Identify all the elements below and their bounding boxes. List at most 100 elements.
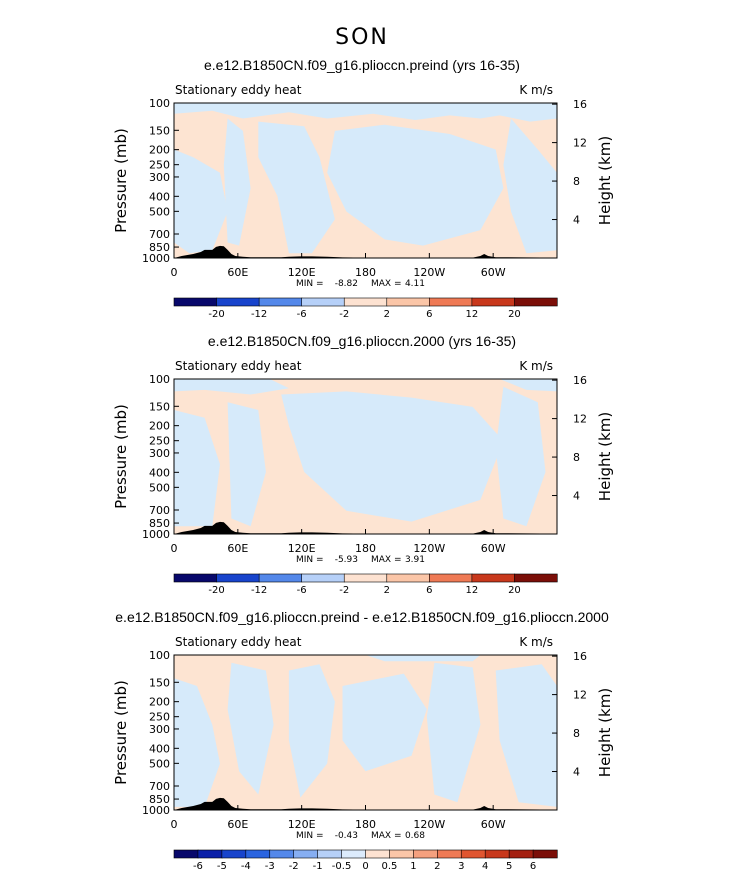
colorbar-label: -12 bbox=[251, 585, 267, 596]
x-tick-label: 120E bbox=[288, 818, 316, 831]
min-value: -0.43 bbox=[335, 831, 358, 841]
y-right-tick-label: 12 bbox=[573, 689, 587, 702]
colorbar-bin bbox=[413, 849, 438, 859]
field-region bbox=[227, 402, 266, 527]
colorbar-label: 12 bbox=[466, 309, 479, 320]
colorbar-bin bbox=[532, 849, 558, 859]
colorbar-bin bbox=[471, 573, 516, 583]
colorbar-label: -3 bbox=[265, 861, 275, 872]
left-label: Stationary eddy heat bbox=[175, 83, 302, 97]
field-region bbox=[174, 103, 557, 122]
field-region bbox=[327, 124, 504, 246]
colorbar-label: 1 bbox=[410, 861, 416, 872]
y-right-tick-label: 8 bbox=[573, 175, 580, 188]
field-region bbox=[342, 673, 427, 772]
field-region bbox=[503, 118, 557, 254]
y-tick-label: 500 bbox=[149, 481, 170, 494]
x-tick-label: 60W bbox=[481, 266, 506, 279]
colorbar-bin bbox=[301, 297, 345, 307]
colorbar-bin bbox=[514, 297, 558, 307]
field-region bbox=[365, 655, 481, 662]
min-value: -8.82 bbox=[335, 279, 358, 289]
colorbar-label: 2 bbox=[434, 861, 440, 872]
y-tick-label: 200 bbox=[149, 420, 170, 433]
y-tick-label: 1000 bbox=[142, 528, 170, 541]
colorbar-bin bbox=[508, 849, 534, 859]
y-tick-label: 700 bbox=[149, 780, 170, 793]
colorbar-label: -20 bbox=[208, 585, 224, 596]
colorbar-bin bbox=[429, 573, 473, 583]
colorbar-bin bbox=[484, 849, 510, 859]
left-label: Stationary eddy heat bbox=[175, 359, 302, 373]
y-tick-label: 700 bbox=[149, 228, 170, 241]
y-right-tick-label: 12 bbox=[573, 137, 587, 150]
colorbar-label: -2 bbox=[289, 861, 299, 872]
colorbar-bin bbox=[437, 849, 462, 859]
colorbar-bin bbox=[173, 297, 218, 307]
colorbar-label: -6 bbox=[297, 309, 307, 320]
chart-panel-2: e.e12.B1850CN.f09_g16.plioccn.2000 (yrs … bbox=[112, 333, 614, 596]
y-right-tick-label: 8 bbox=[573, 451, 580, 464]
y-right-tick-label: 8 bbox=[573, 727, 580, 740]
x-tick-label: 180 bbox=[355, 266, 376, 279]
x-tick-label: 120W bbox=[413, 542, 445, 555]
y-right-tick-label: 16 bbox=[573, 650, 587, 663]
colorbar-bin bbox=[343, 297, 388, 307]
colorbar-label: 0.5 bbox=[381, 861, 397, 872]
colorbar-bin bbox=[301, 573, 345, 583]
x-tick-label: 60E bbox=[227, 818, 248, 831]
colorbar-bin bbox=[221, 849, 247, 859]
colorbar-label: -1 bbox=[313, 861, 323, 872]
min-label: MIN = bbox=[296, 555, 324, 565]
y-tick-label: 150 bbox=[149, 124, 170, 137]
x-tick-label: 60W bbox=[481, 818, 506, 831]
chart-panel-3: e.e12.B1850CN.f09_g16.plioccn.preind - e… bbox=[112, 609, 614, 872]
colorbar-bin bbox=[460, 849, 486, 859]
x-tick-label: 60E bbox=[227, 266, 248, 279]
y-axis-label: Pressure (mb) bbox=[112, 128, 130, 233]
colorbar-label: 5 bbox=[506, 861, 512, 872]
colorbar-bin bbox=[514, 573, 558, 583]
colorbar-bin bbox=[269, 849, 295, 859]
y-axis-right-label: Height (km) bbox=[596, 412, 614, 501]
colorbar-label: -6 bbox=[193, 861, 203, 872]
min-value: -5.93 bbox=[335, 555, 358, 565]
x-tick-label: 0 bbox=[171, 818, 178, 831]
max-label: MAX = bbox=[371, 279, 402, 289]
colorbar-label: -0.5 bbox=[332, 861, 352, 872]
colorbar-bin bbox=[258, 573, 303, 583]
colorbar-bin bbox=[386, 297, 430, 307]
field-region bbox=[227, 662, 274, 795]
y-tick-label: 250 bbox=[149, 711, 170, 724]
y-tick-label: 200 bbox=[149, 696, 170, 709]
x-tick-label: 0 bbox=[171, 542, 178, 555]
chart-title: e.e12.B1850CN.f09_g16.plioccn.preind - e… bbox=[115, 609, 609, 625]
x-tick-label: 180 bbox=[355, 818, 376, 831]
x-tick-label: 0 bbox=[171, 266, 178, 279]
colorbar: -20 -12 -6 -2 2 6 12 20 bbox=[173, 573, 558, 596]
field-region bbox=[174, 410, 220, 527]
y-tick-label: 1000 bbox=[142, 252, 170, 265]
units-label: K m/s bbox=[519, 83, 553, 97]
y-tick-label: 400 bbox=[149, 742, 170, 755]
chart-panel-1: e.e12.B1850CN.f09_g16.plioccn.preind (yr… bbox=[112, 57, 614, 320]
y-tick-label: 250 bbox=[149, 435, 170, 448]
y-tick-label: 100 bbox=[149, 97, 170, 110]
colorbar-bin bbox=[197, 849, 223, 859]
y-tick-label: 400 bbox=[149, 190, 170, 203]
colorbar-label: 2 bbox=[384, 585, 390, 596]
topography-mask bbox=[174, 245, 557, 258]
field-region bbox=[258, 121, 335, 254]
min-label: MIN = bbox=[296, 279, 324, 289]
x-tick-label: 60W bbox=[481, 542, 506, 555]
units-label: K m/s bbox=[519, 635, 553, 649]
x-tick-label: 120W bbox=[413, 818, 445, 831]
colorbar-bin bbox=[365, 849, 391, 859]
field-region bbox=[174, 379, 289, 395]
field-region bbox=[281, 391, 504, 522]
colorbar-label: -2 bbox=[339, 585, 349, 596]
colorbar-bin bbox=[343, 573, 388, 583]
colorbar-bin bbox=[386, 573, 430, 583]
y-tick-label: 400 bbox=[149, 466, 170, 479]
y-right-tick-label: 4 bbox=[573, 214, 580, 227]
